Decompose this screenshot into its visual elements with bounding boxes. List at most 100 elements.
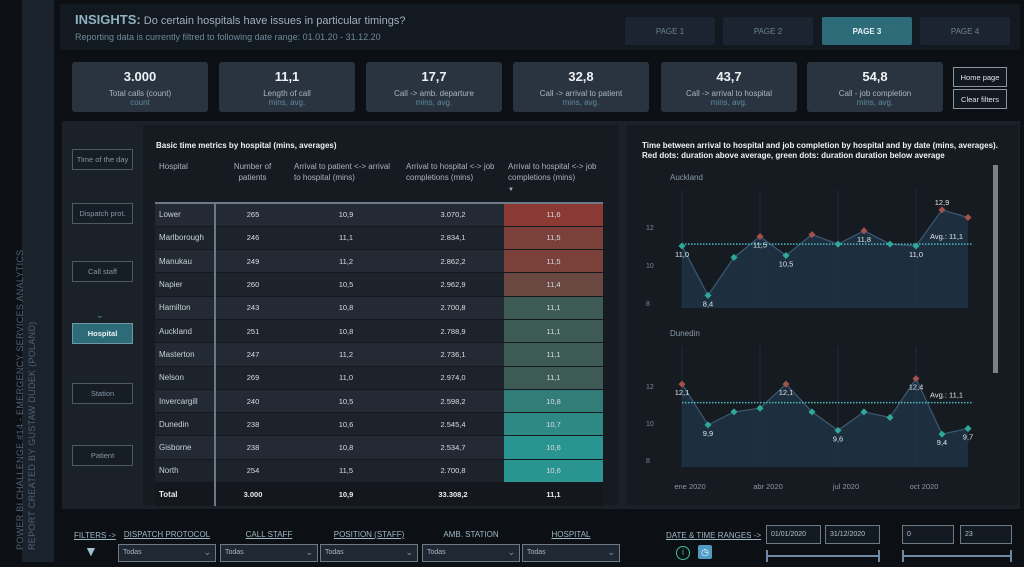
y-tick-label: 8 xyxy=(646,301,650,308)
data-point[interactable] xyxy=(808,408,816,416)
x-tick-label: ene 2020 xyxy=(674,482,705,491)
col-header-hospital[interactable]: Hospital xyxy=(155,155,215,204)
clear-filters-button[interactable]: Clear filters xyxy=(953,89,1007,109)
data-label: 12,9 xyxy=(935,198,950,207)
data-point[interactable] xyxy=(704,421,712,429)
hour-to-input[interactable]: 23 xyxy=(960,525,1012,544)
data-point[interactable] xyxy=(678,380,686,388)
col-header-patients[interactable]: Number of patients xyxy=(215,155,290,204)
filter-dropdown[interactable]: Todas ⌄ xyxy=(118,544,216,562)
table-row[interactable]: Masterton 247 11,2 2.736,1 11,1 xyxy=(155,342,603,367)
tab-page-4[interactable]: PAGE 4 xyxy=(920,17,1010,45)
total-cell: 11,1 xyxy=(504,482,603,507)
data-point[interactable] xyxy=(834,426,842,434)
table-cell: 11,1 xyxy=(504,366,603,390)
table-cell: 11,5 xyxy=(504,249,603,274)
nav-patient[interactable]: Patient xyxy=(72,445,133,466)
table-cell: 11,0 xyxy=(290,366,402,390)
info-icon[interactable]: i xyxy=(676,546,690,560)
kpi-card: 54,8 Call - job completion mins, avg. xyxy=(807,62,943,112)
chevron-down-icon: ⌄ xyxy=(607,547,615,557)
table-row[interactable]: Marlborough 246 11,1 2.834,1 11,5 xyxy=(155,226,603,251)
col-header-arrival-hospital-job[interactable]: Arrival to hospital <-> job completions … xyxy=(402,155,504,204)
table-cell: Lower xyxy=(155,203,216,227)
data-point[interactable] xyxy=(678,242,686,250)
data-label: 9,7 xyxy=(963,433,973,442)
date-from-input[interactable]: 01/01/2020 xyxy=(766,525,821,544)
y-tick-label: 12 xyxy=(646,384,654,391)
table-row[interactable]: Dunedin 238 10,6 2.545,4 10,7 xyxy=(155,412,603,437)
table-cell: 2.736,1 xyxy=(402,342,504,367)
data-point[interactable] xyxy=(704,291,712,299)
filter-dropdown[interactable]: Todas ⌄ xyxy=(522,544,620,562)
kpi-value: 11,1 xyxy=(274,69,300,84)
data-label: 12,1 xyxy=(675,388,690,397)
home-page-button[interactable]: Home page xyxy=(953,67,1007,87)
table-row[interactable]: Manukau 249 11,2 2.862,2 11,5 xyxy=(155,249,603,274)
nav-call-staff[interactable]: Call staff xyxy=(72,261,133,282)
data-point[interactable] xyxy=(808,231,816,239)
data-point[interactable] xyxy=(912,242,920,250)
chevron-down-icon: ⌄ xyxy=(96,310,104,320)
table-cell: 249 xyxy=(215,249,290,274)
y-tick-label: 10 xyxy=(646,421,654,428)
data-point[interactable] xyxy=(964,425,972,433)
col-header-arrival-patient-hospital[interactable]: Arrival to patient <-> arrival to hospit… xyxy=(290,155,402,204)
data-point[interactable] xyxy=(782,380,790,388)
hour-from-input[interactable]: 0 xyxy=(902,525,954,544)
tab-page-2[interactable]: PAGE 2 xyxy=(723,17,813,45)
x-tick-label: abr 2020 xyxy=(753,482,783,491)
table-row[interactable]: Hamilton 243 10,8 2.700,8 11,1 xyxy=(155,296,603,320)
filter-dropdown[interactable]: Todas ⌄ xyxy=(320,544,418,562)
filter-label: HOSPITAL xyxy=(551,530,591,539)
data-point[interactable] xyxy=(938,430,946,438)
data-point[interactable] xyxy=(782,251,790,260)
table-row[interactable]: Lower 265 10,9 3.070,2 11,6 xyxy=(155,203,603,227)
scrollbar[interactable] xyxy=(993,165,998,373)
table-cell: 2.834,1 xyxy=(402,226,504,251)
nav-hospital[interactable]: Hospital xyxy=(72,323,133,344)
data-point[interactable] xyxy=(756,232,764,241)
kpi-card: 32,8 Call -> arrival to patient mins, avg. xyxy=(513,62,649,112)
data-point[interactable] xyxy=(860,408,868,416)
calendar-clock-icon[interactable]: ◷ xyxy=(698,545,712,559)
nav-station[interactable]: Station xyxy=(72,383,133,404)
table-cell: 238 xyxy=(215,435,290,460)
data-point[interactable] xyxy=(938,206,946,214)
data-point[interactable] xyxy=(756,404,764,412)
data-label: 11,8 xyxy=(857,235,871,244)
table-row[interactable]: North 254 11,5 2.700,8 10,6 xyxy=(155,459,603,484)
table-row[interactable]: Auckland 251 10,8 2.788,9 11,1 xyxy=(155,319,603,344)
date-to-input[interactable]: 31/12/2020 xyxy=(825,525,880,544)
data-point[interactable] xyxy=(912,375,920,383)
table-cell: 247 xyxy=(215,342,290,367)
kpi-value: 3.000 xyxy=(123,69,157,84)
area-fill xyxy=(682,378,968,467)
date-range-slider[interactable] xyxy=(766,550,880,562)
data-point[interactable] xyxy=(730,253,738,261)
nav-dispatch-prot[interactable]: Dispatch prot. xyxy=(72,203,133,224)
tab-page-1[interactable]: PAGE 1 xyxy=(625,17,715,45)
data-point[interactable] xyxy=(730,408,738,416)
kpi-unit: count xyxy=(130,98,150,107)
filter-label: POSITION (STAFF) xyxy=(333,530,405,539)
tab-page-3[interactable]: PAGE 3 xyxy=(822,17,912,45)
data-point[interactable] xyxy=(886,413,894,421)
table-row[interactable]: Napier 260 10,5 2.962,9 11,4 xyxy=(155,272,603,297)
small-multiples-line-chart: Auckland 8 10 12 Avg.: 11,1 11,0 8,4 11,5 10,5 11… xyxy=(646,165,998,491)
nav-time-of-day[interactable]: Time of the day xyxy=(72,149,133,170)
data-point[interactable] xyxy=(834,240,842,248)
data-point[interactable] xyxy=(886,240,894,248)
col-header-arrival-hospital-job-sorted[interactable]: Arrival to hospital <-> job completions … xyxy=(504,155,603,204)
total-cell: Total xyxy=(155,482,216,507)
data-point[interactable] xyxy=(964,213,972,222)
table-row[interactable]: Invercargill 240 10,5 2.598,2 10,8 xyxy=(155,389,603,414)
data-point[interactable] xyxy=(860,227,868,235)
data-label: 9,9 xyxy=(703,429,713,438)
table-row[interactable]: Nelson 269 11,0 2.974,0 11,1 xyxy=(155,366,603,390)
filter-dropdown[interactable]: Todas ⌄ xyxy=(422,544,520,562)
filter-dropdown[interactable]: Todas ⌄ xyxy=(220,544,318,562)
kpi-card: 17,7 Call -> amb. departure mins, avg. xyxy=(366,62,502,112)
table-row[interactable]: Gisborne 238 10,8 2.534,7 10,6 xyxy=(155,435,603,460)
hour-range-slider[interactable] xyxy=(902,550,1012,562)
